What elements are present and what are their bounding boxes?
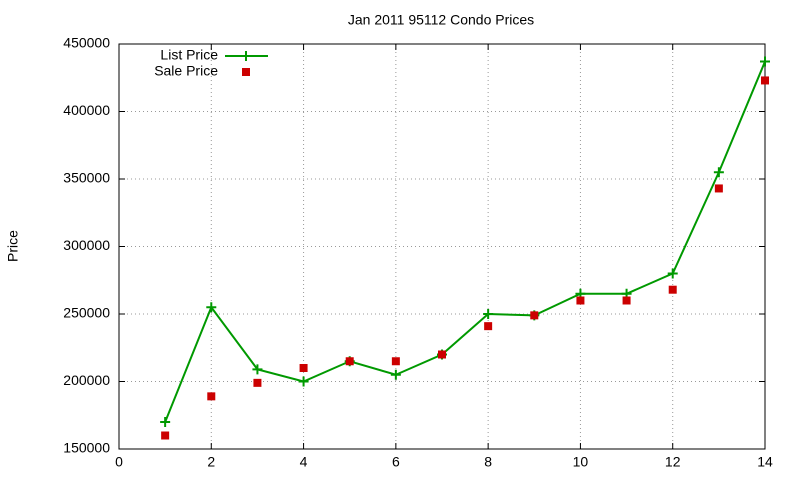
chart-title: Jan 2011 95112 Condo Prices	[348, 12, 534, 28]
point	[298, 376, 309, 387]
y-tick-label: 250000	[63, 305, 110, 321]
legend-label: Sale Price	[154, 63, 218, 79]
point	[252, 364, 263, 375]
x-tick-label: 8	[484, 454, 492, 470]
point	[761, 76, 769, 85]
legend-symbol	[242, 68, 250, 76]
point	[530, 311, 539, 320]
point	[207, 392, 216, 401]
point	[484, 322, 493, 331]
plot-border	[118, 43, 766, 450]
point	[483, 309, 494, 319]
point	[576, 296, 585, 305]
point	[622, 296, 631, 305]
y-tick-label: 350000	[63, 170, 110, 186]
y-tick-label: 200000	[63, 372, 110, 388]
point	[438, 350, 446, 359]
point	[668, 285, 677, 294]
point	[206, 302, 217, 313]
point	[160, 417, 171, 427]
y-tick-label: 400000	[63, 102, 110, 118]
legend-symbol	[241, 51, 251, 61]
point	[760, 56, 770, 67]
point	[667, 268, 678, 279]
x-tick-label: 10	[573, 454, 589, 470]
y-tick-label: 300000	[63, 237, 110, 253]
x-tick-label: 0	[115, 454, 123, 470]
x-tick-label: 14	[757, 454, 773, 470]
x-tick-label: 12	[665, 454, 681, 470]
point	[391, 357, 400, 366]
point	[253, 378, 262, 387]
x-tick-label: 2	[207, 454, 215, 470]
point	[345, 357, 354, 366]
x-tick-label: 6	[392, 454, 400, 470]
point	[161, 431, 170, 440]
y-tick-label: 450000	[63, 35, 110, 51]
point	[714, 184, 723, 193]
series-line	[164, 61, 766, 423]
point	[299, 364, 308, 372]
legend-label: List Price	[160, 47, 218, 63]
point	[390, 369, 401, 380]
point	[713, 167, 724, 178]
y-axis-label: Price	[5, 230, 21, 262]
x-tick-label: 4	[300, 454, 308, 470]
y-tick-label: 150000	[63, 440, 110, 456]
